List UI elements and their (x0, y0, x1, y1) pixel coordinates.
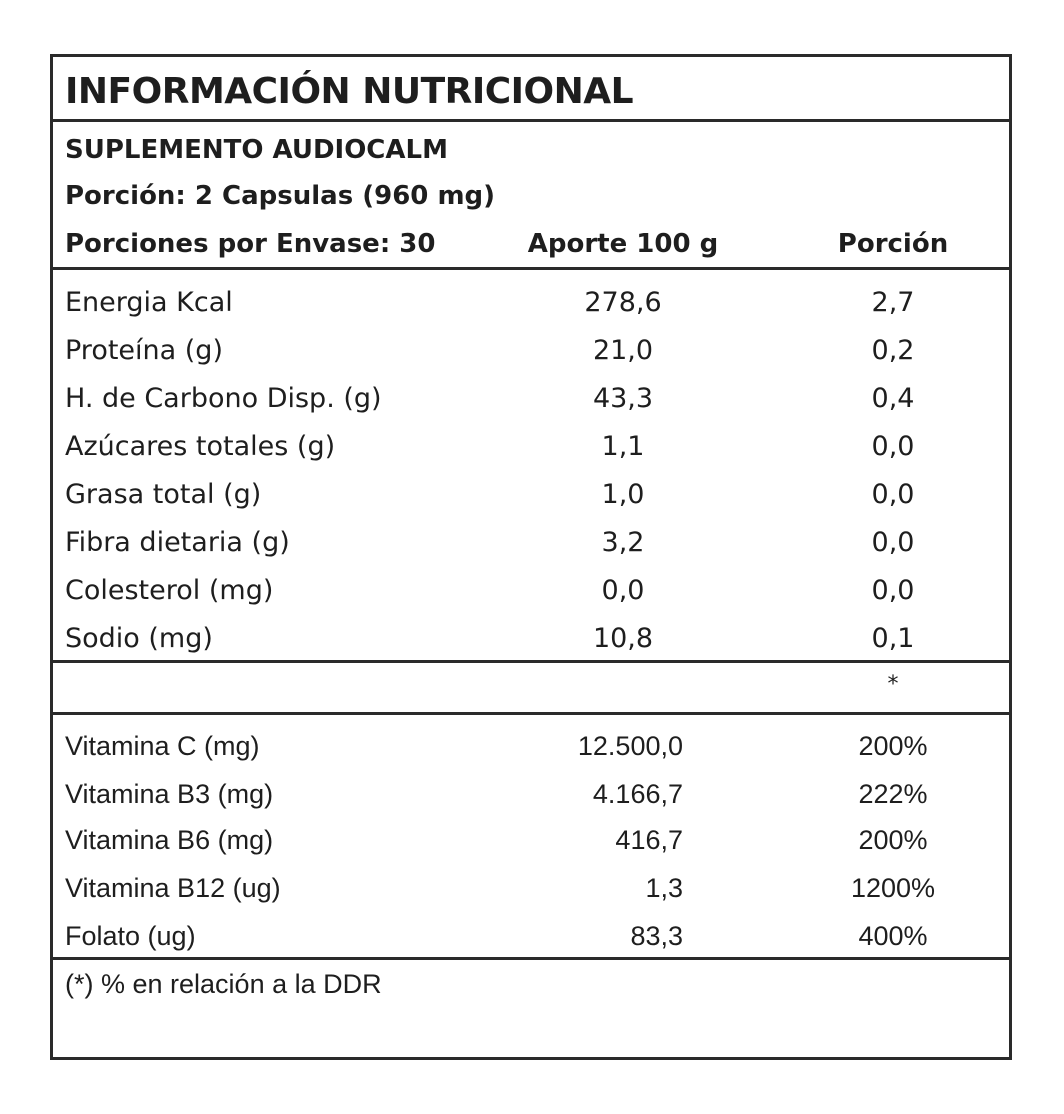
vitamin-portion: 1200% (850, 873, 936, 903)
nutrient-per100: 43,3 (592, 383, 654, 414)
vitamin-per100: 12.500,0 (577, 731, 683, 761)
nutrient-portion: 0,4 (871, 383, 915, 414)
vitamin-portion: 400% (858, 921, 928, 951)
nutrient-portion: 0,0 (871, 527, 915, 558)
vitamin-label: Vitamina C (mg) (65, 731, 260, 761)
vitamin-per100: 4.166,7 (592, 779, 683, 809)
divider (53, 957, 1009, 960)
nutrient-row: Fibra dietaria (g) 3,2 0,0 (53, 519, 1009, 567)
divider (53, 119, 1009, 122)
nutrient-label: Grasa total (g) (65, 479, 262, 510)
table-title: INFORMACIÓN NUTRICIONAL (65, 71, 634, 112)
vitamin-label: Vitamina B12 (ug) (65, 873, 281, 903)
nutrient-per100: 3,2 (601, 527, 645, 558)
nutrient-row: Azúcares totales (g) 1,1 0,0 (53, 423, 1009, 471)
nutrient-label: Azúcares totales (g) (65, 431, 336, 462)
nutrient-portion: 0,0 (871, 431, 915, 462)
divider (53, 660, 1009, 663)
vitamin-per100: 1,3 (645, 873, 683, 903)
nutrient-label: Fibra dietaria (g) (65, 527, 290, 558)
serving-size: Porción: 2 Capsulas (960 mg) (65, 181, 496, 211)
nutrient-per100: 21,0 (592, 335, 654, 366)
vitamin-row: Folato (ug) 83,3 400% (53, 913, 1009, 961)
vitamin-portion: 200% (858, 825, 928, 855)
vitamin-label: Folato (ug) (65, 921, 196, 951)
nutrient-per100: 1,1 (601, 431, 645, 462)
vitamin-label: Vitamina B3 (mg) (65, 779, 274, 809)
nutrient-label: H. de Carbono Disp. (g) (65, 383, 382, 414)
nutrient-label: Energia Kcal (65, 287, 233, 318)
nutrition-facts-table: INFORMACIÓN NUTRICIONAL SUPLEMENTO AUDIO… (50, 54, 1012, 1060)
nutrient-row: H. de Carbono Disp. (g) 43,3 0,4 (53, 375, 1009, 423)
vitamin-portion: 222% (858, 779, 928, 809)
divider (53, 267, 1009, 270)
asterisk-marker: * (887, 672, 899, 697)
nutrient-portion: 2,7 (871, 287, 915, 318)
column-header-portion: Porción (837, 229, 949, 259)
nutrient-portion: 0,1 (871, 623, 915, 654)
nutrient-per100: 10,8 (592, 623, 654, 654)
nutrient-row: Grasa total (g) 1,0 0,0 (53, 471, 1009, 519)
nutrient-row: Energia Kcal 278,6 2,7 (53, 279, 1009, 327)
nutrient-label: Colesterol (mg) (65, 575, 274, 606)
vitamin-portion: 200% (858, 731, 928, 761)
nutrient-portion: 0,2 (871, 335, 915, 366)
nutrient-portion: 0,0 (871, 575, 915, 606)
vitamin-row: Vitamina B12 (ug) 1,3 1200% (53, 865, 1009, 913)
footnote: (*) % en relación a la DDR (65, 969, 382, 999)
nutrient-label: Sodio (mg) (65, 623, 213, 654)
nutrient-per100: 278,6 (584, 287, 662, 318)
nutrient-per100: 0,0 (601, 575, 645, 606)
vitamin-row: Vitamina C (mg) 12.500,0 200% (53, 723, 1009, 771)
nutrient-row: Colesterol (mg) 0,0 0,0 (53, 567, 1009, 615)
nutrient-per100: 1,0 (601, 479, 645, 510)
divider (53, 712, 1009, 715)
vitamin-row: Vitamina B6 (mg) 416,7 200% (53, 817, 1009, 865)
column-header-per-100g: Aporte 100 g (527, 229, 719, 259)
nutrient-row: Sodio (mg) 10,8 0,1 (53, 615, 1009, 663)
servings-per-container: Porciones por Envase: 30 (65, 229, 436, 259)
vitamin-row: Vitamina B3 (mg) 4.166,7 222% (53, 771, 1009, 819)
nutrient-row: Proteína (g) 21,0 0,2 (53, 327, 1009, 375)
vitamin-label: Vitamina B6 (mg) (65, 825, 274, 855)
vitamin-per100: 83,3 (630, 921, 683, 951)
product-name: SUPLEMENTO AUDIOCALM (65, 135, 448, 165)
nutrient-portion: 0,0 (871, 479, 915, 510)
nutrient-label: Proteína (g) (65, 335, 223, 366)
vitamin-per100: 416,7 (615, 825, 683, 855)
